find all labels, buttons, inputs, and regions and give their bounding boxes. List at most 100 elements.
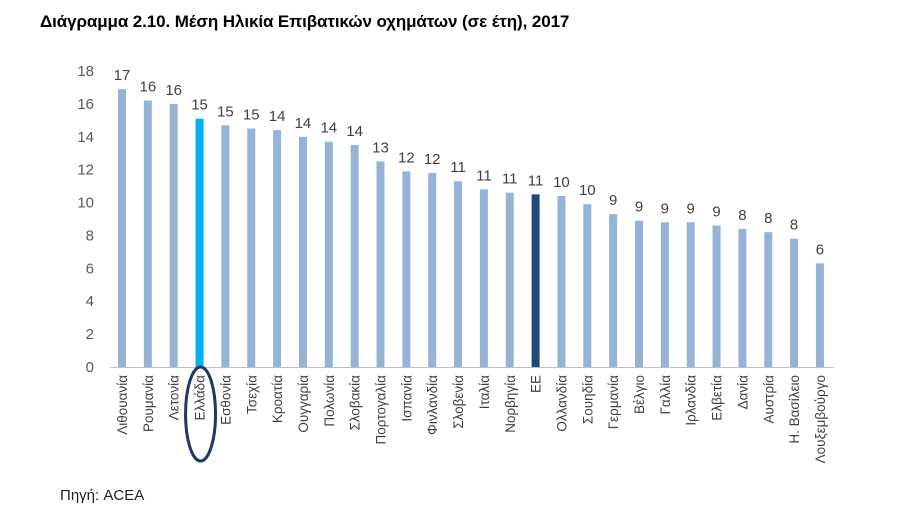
bar: [764, 232, 773, 367]
bar: [376, 161, 385, 367]
bar: [143, 100, 152, 367]
bars: [118, 89, 824, 368]
data-label: 11: [476, 167, 492, 184]
x-tick-label: Η. Βασίλειο: [787, 375, 802, 444]
y-tick-label: 16: [77, 96, 94, 113]
data-label: 8: [738, 207, 746, 224]
data-label: 14: [295, 115, 312, 132]
bar: [273, 130, 282, 367]
bar: [454, 181, 463, 367]
x-axis-labels: Λιθουανία Ρουμανία Λετονία Ελλάδα Εσθονία Τσε…: [115, 375, 828, 464]
x-tick-label: Νορβηγία: [503, 375, 518, 433]
bar: [686, 222, 695, 367]
bar: [350, 145, 359, 367]
bar: [712, 225, 721, 367]
y-tick-label: 0: [86, 359, 94, 376]
bar: [247, 128, 256, 367]
data-label: 8: [764, 210, 772, 227]
data-label: 10: [579, 182, 596, 199]
x-tick-label: Σουηδία: [580, 375, 595, 424]
data-label: 14: [320, 120, 337, 137]
data-label: 16: [165, 82, 182, 99]
y-tick-label: 10: [77, 195, 94, 212]
data-label: 12: [424, 151, 441, 168]
chart-title: Διάγραμμα 2.10. Μέση Ηλικία Επιβατικών ο…: [40, 12, 570, 31]
bar: [402, 171, 411, 367]
x-tick-label: Κροατία: [270, 375, 285, 423]
x-tick-label: Ελβετία: [710, 375, 725, 421]
y-tick-label: 8: [86, 227, 94, 244]
bar: [635, 220, 643, 367]
y-tick-label: 4: [86, 293, 94, 310]
bar: [195, 118, 204, 367]
x-tick-label: Σλοβακία: [348, 375, 363, 431]
data-label: 9: [687, 200, 695, 217]
x-tick-label: Πορτογαλία: [374, 375, 389, 445]
bar: [531, 194, 540, 367]
x-tick-label: Βέλγιο: [632, 375, 647, 414]
x-tick-label: Λουξεμβούργο: [813, 375, 828, 463]
bar: [790, 238, 799, 367]
data-label: 15: [191, 97, 208, 114]
x-tick-label: Ιρλανδία: [684, 375, 699, 426]
bar: [479, 189, 488, 367]
data-label: 11: [450, 159, 466, 176]
bar: [298, 136, 307, 367]
data-label: 11: [528, 172, 544, 189]
data-label: 10: [553, 174, 570, 191]
y-tick-label: 14: [77, 129, 94, 146]
bar: [738, 228, 747, 367]
x-tick-label: Εσθονία: [218, 375, 233, 425]
x-tick-label: Ολλανδία: [554, 375, 569, 432]
x-tick-label: Αυστρία: [761, 375, 776, 424]
data-label: 12: [398, 149, 415, 166]
data-label: 14: [269, 108, 286, 125]
bar: [324, 141, 333, 367]
bar: [505, 192, 514, 367]
y-tick-label: 18: [77, 63, 94, 80]
x-tick-label: Τσεχία: [244, 375, 259, 414]
data-label: 16: [140, 79, 157, 96]
data-label: 17: [114, 67, 131, 84]
bar: [557, 195, 566, 367]
bar: [660, 222, 669, 367]
y-tick-label: 2: [86, 326, 94, 343]
bar: [815, 263, 824, 367]
bar: [583, 204, 592, 367]
data-label: 9: [635, 199, 643, 216]
x-tick-label: Ισπανία: [399, 375, 414, 422]
data-label: 13: [372, 139, 389, 156]
x-tick-label: Ελλάδα: [193, 375, 208, 421]
data-label: 9: [609, 192, 617, 209]
x-tick-label: Δανία: [735, 375, 750, 410]
x-tick-label: Πολωνία: [322, 375, 337, 427]
data-label: 15: [217, 103, 234, 120]
x-tick-label: Γερμανία: [606, 375, 621, 429]
x-tick-label: Ιταλία: [477, 375, 492, 409]
y-tick-label: 12: [77, 162, 94, 179]
y-tick-label: 6: [86, 260, 94, 277]
data-label: 9: [712, 204, 720, 221]
source-note: Πηγή: ACEA: [60, 487, 145, 504]
x-tick-label: Φινλανδία: [425, 375, 440, 435]
x-tick-label: Γαλλία: [658, 375, 673, 415]
x-tick-label: Λιθουανία: [115, 375, 130, 435]
data-label: 14: [346, 123, 363, 140]
x-tick-label: Ρουμανία: [141, 375, 156, 432]
data-label: 11: [502, 171, 518, 188]
data-label: 6: [816, 241, 824, 258]
x-tick-label: Ουγγαρία: [296, 375, 311, 433]
bar: [169, 103, 178, 367]
bar: [609, 214, 618, 367]
annotations: [184, 365, 218, 463]
x-tick-label: ΕΕ: [529, 375, 544, 393]
data-label: 9: [661, 200, 669, 217]
bar: [221, 125, 230, 368]
bar: [428, 172, 437, 367]
x-tick-label: Σλοβενία: [451, 375, 466, 429]
y-axis: 0 2 4 6 8 10 12 14 16 18: [77, 63, 94, 376]
highlight-ellipse: [184, 365, 218, 463]
data-label: 8: [790, 217, 798, 234]
